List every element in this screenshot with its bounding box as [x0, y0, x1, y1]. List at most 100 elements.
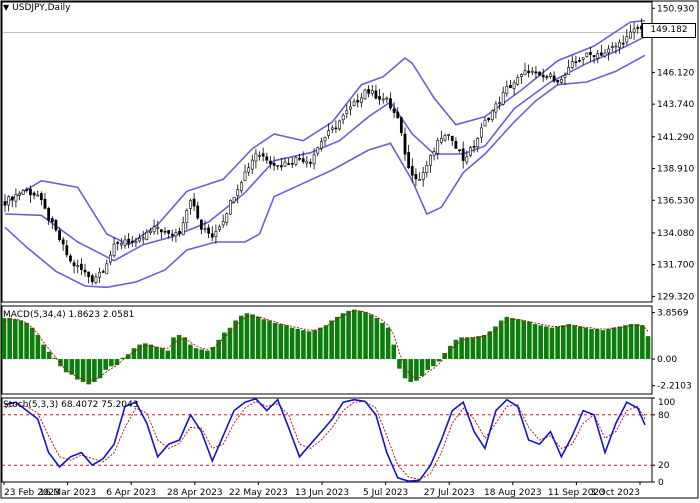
- macd-histogram-bar: [464, 337, 470, 360]
- candle-body: [396, 111, 400, 119]
- candle-body: [407, 152, 411, 169]
- macd-histogram-bar: [13, 319, 18, 360]
- macd-histogram-bar: [397, 359, 402, 369]
- macd-histogram-bar: [24, 322, 29, 360]
- candle-body: [199, 219, 203, 230]
- macd-histogram-bar: [222, 332, 227, 360]
- candle-body: [196, 205, 200, 219]
- stoch-y-tick-label: 100: [658, 398, 675, 408]
- macd-histogram-bar: [46, 351, 52, 360]
- candle-body: [65, 245, 69, 256]
- stoch-label: Stoch(5,3,3) 68.4072 75.2043: [3, 400, 139, 410]
- candle-body: [585, 52, 589, 58]
- macd-histogram-bar: [476, 336, 481, 360]
- macd-histogram-bar: [594, 328, 600, 360]
- candle-body: [349, 106, 352, 110]
- candle-body: [345, 110, 349, 115]
- macd-histogram-bar: [109, 359, 114, 367]
- candle-body: [487, 117, 491, 121]
- macd-histogram-bar: [431, 359, 436, 367]
- price-panel-title[interactable]: ▼ USDJPY,Daily: [3, 3, 73, 13]
- macd-y-tick-label: -2.2103: [657, 382, 692, 392]
- candle-body: [152, 226, 156, 233]
- candle-body: [523, 70, 527, 76]
- candle-body: [538, 71, 541, 76]
- candle-body: [410, 166, 414, 176]
- macd-histogram-bar: [41, 344, 46, 360]
- stoch-y-tick-label: 80: [658, 411, 670, 421]
- candle-body: [610, 46, 614, 48]
- date-tick-label: 18 Aug 2023: [484, 488, 542, 498]
- candle-body: [581, 57, 585, 60]
- date-tick-label: 27 Jul 2023: [424, 488, 475, 498]
- triangle-down-icon[interactable]: ▼: [3, 3, 10, 12]
- candle-body: [3, 201, 7, 206]
- candle-body: [272, 163, 276, 166]
- macd-histogram-bar: [532, 324, 538, 360]
- candle-body: [381, 98, 385, 101]
- stoch-y-tick-label: 0: [658, 478, 664, 488]
- bollinger-upper-line: [4, 19, 646, 246]
- date-tick-label: 23 Feb 2023: [4, 488, 60, 498]
- candle-body: [498, 102, 501, 104]
- candle-body: [447, 134, 451, 136]
- macd-histogram-bar: [346, 310, 351, 360]
- candle-body: [359, 97, 363, 103]
- candle-body: [516, 77, 520, 85]
- macd-histogram-bar: [335, 316, 340, 360]
- candle-body: [563, 74, 567, 78]
- macd-histogram-bar: [250, 314, 255, 360]
- macd-histogram-bar: [425, 359, 430, 370]
- candle-body: [218, 226, 221, 231]
- macd-y-tick-label: 3.8569: [657, 309, 689, 319]
- macd-histogram-bar: [63, 359, 69, 373]
- candle-body: [69, 255, 72, 262]
- macd-histogram-bar: [92, 359, 97, 382]
- macd-histogram-bar: [142, 343, 148, 360]
- candle-body: [632, 28, 636, 33]
- candle-body: [552, 75, 556, 82]
- candle-body: [338, 120, 341, 130]
- date-tick-label: 11 Sep 2023: [548, 488, 605, 498]
- candle-body: [203, 228, 207, 230]
- macd-histogram-bar: [414, 359, 419, 381]
- candle-body: [112, 243, 116, 256]
- macd-histogram-bar: [459, 337, 464, 360]
- macd-histogram-bar: [1, 318, 7, 360]
- macd-histogram-bar: [114, 359, 120, 366]
- candle-body: [258, 155, 261, 157]
- candle-body: [527, 70, 531, 74]
- macd-histogram-bar: [199, 349, 205, 360]
- candle-body: [254, 153, 258, 162]
- candle-body: [385, 97, 389, 100]
- candle-body: [101, 271, 105, 273]
- candle-body: [574, 61, 578, 63]
- macd-histogram-bar: [589, 328, 594, 360]
- candle-body: [283, 161, 287, 167]
- candle-body: [567, 67, 571, 75]
- date-tick-label: 22 May 2023: [229, 488, 288, 498]
- candle-body: [509, 85, 512, 88]
- candle-body: [185, 210, 189, 223]
- candle-body: [392, 108, 396, 113]
- price-y-tick-label: 134.080: [657, 229, 694, 239]
- candle-body: [21, 190, 25, 195]
- candle-body: [374, 90, 378, 99]
- price-y-tick-label: 146.120: [657, 68, 694, 78]
- candle-body: [247, 167, 251, 173]
- candle-body: [469, 147, 472, 156]
- candle-body: [556, 79, 560, 83]
- macd-histogram-bar: [436, 359, 442, 362]
- candle-body: [614, 45, 618, 48]
- candle-body: [181, 222, 185, 236]
- candle-body: [98, 271, 101, 278]
- candle-body: [436, 140, 440, 154]
- candle-body: [236, 189, 240, 197]
- candle-body: [512, 82, 516, 89]
- candle-body: [145, 231, 149, 240]
- macd-histogram-bar: [69, 359, 75, 375]
- candle-body: [87, 271, 91, 278]
- macd-histogram-bar: [52, 357, 58, 360]
- candle-body: [458, 149, 461, 152]
